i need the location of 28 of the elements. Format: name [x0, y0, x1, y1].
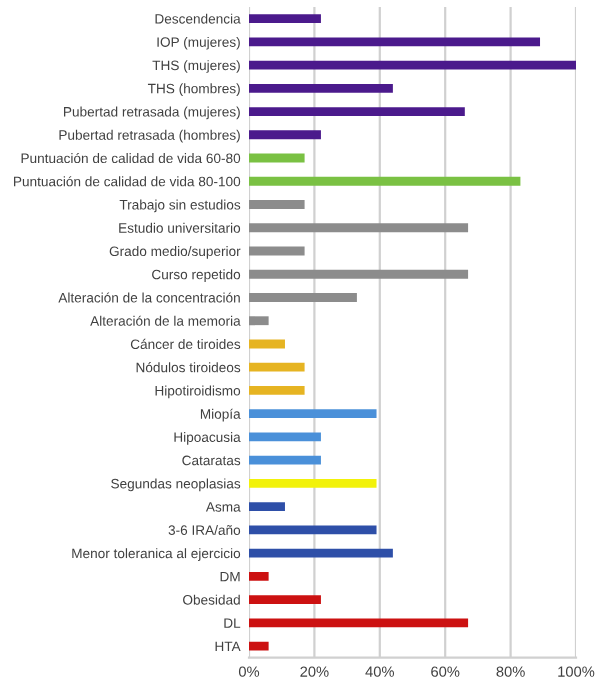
- bar: [249, 316, 269, 326]
- bar: [249, 478, 377, 488]
- bar: [249, 37, 541, 47]
- bar: [249, 525, 377, 535]
- bar: [249, 595, 321, 605]
- bar: [249, 176, 521, 186]
- bar: [249, 293, 357, 302]
- bar: [249, 548, 393, 558]
- bar: [249, 14, 321, 23]
- bar: [249, 409, 377, 419]
- bar: [249, 571, 269, 581]
- bar: [249, 432, 321, 442]
- bar: [249, 362, 305, 372]
- bar: [249, 641, 269, 651]
- bar: [249, 618, 469, 628]
- bar: [249, 200, 305, 209]
- bar: [249, 83, 393, 93]
- bar: [249, 269, 469, 279]
- bar: [249, 60, 576, 70]
- bar: [249, 153, 305, 163]
- bar: [249, 502, 285, 512]
- bar: [249, 107, 465, 116]
- bar: [249, 386, 305, 395]
- bar: [249, 223, 469, 233]
- bar: [249, 455, 321, 465]
- bar: [249, 339, 285, 349]
- bar: [249, 130, 321, 140]
- bar: [249, 246, 305, 256]
